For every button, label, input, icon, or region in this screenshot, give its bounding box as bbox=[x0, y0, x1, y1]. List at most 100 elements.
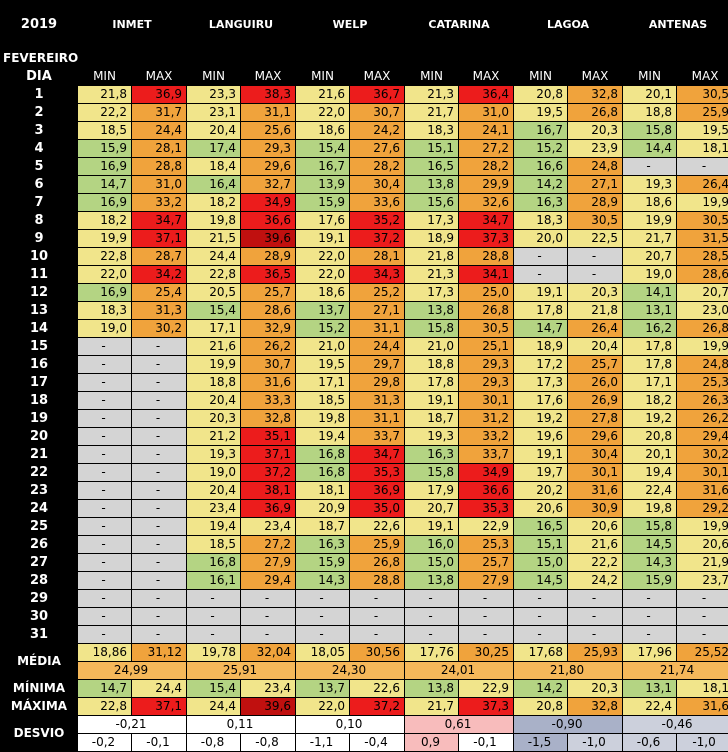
min-temp-cell: 18,9 bbox=[405, 230, 459, 248]
desvio-total-cell: 0,10 bbox=[296, 716, 405, 734]
min-temp-cell: 16,4 bbox=[187, 176, 241, 194]
max-temp-cell: 28,1 bbox=[132, 140, 187, 158]
min-temp-cell: - bbox=[78, 482, 132, 500]
max-temp-cell: 20,7 bbox=[677, 284, 728, 302]
media-cell: 17,68 bbox=[514, 644, 568, 662]
min-temp-cell: 14,3 bbox=[623, 554, 677, 572]
desvio-cell: -0,8 bbox=[241, 734, 296, 752]
max-temp-cell: - bbox=[568, 248, 623, 266]
min-temp-cell: - bbox=[78, 446, 132, 464]
min-temp-cell: 19,2 bbox=[623, 410, 677, 428]
max-temp-cell: 27,2 bbox=[459, 140, 514, 158]
max-temp-cell: 28,8 bbox=[350, 572, 405, 590]
min-temp-cell: 13,8 bbox=[405, 176, 459, 194]
max-temp-cell: 28,8 bbox=[132, 158, 187, 176]
maxima-cell: 37,1 bbox=[132, 698, 187, 716]
min-temp-cell: 21,6 bbox=[296, 86, 350, 104]
min-temp-cell: - bbox=[187, 608, 241, 626]
max-temp-cell: 29,3 bbox=[241, 140, 296, 158]
min-temp-cell: 18,5 bbox=[78, 122, 132, 140]
col-max-label: MAX bbox=[350, 68, 405, 86]
min-temp-cell: 18,2 bbox=[78, 212, 132, 230]
max-temp-cell: 35,2 bbox=[350, 212, 405, 230]
desvio-cell: -1,0 bbox=[568, 734, 623, 752]
min-temp-cell: - bbox=[514, 266, 568, 284]
max-temp-cell: 34,7 bbox=[459, 212, 514, 230]
desvio-total-cell: 0,11 bbox=[187, 716, 296, 734]
max-temp-cell: 37,1 bbox=[132, 230, 187, 248]
day-number: 23 bbox=[1, 482, 78, 500]
max-temp-cell: 26,9 bbox=[568, 392, 623, 410]
day-number: 26 bbox=[1, 536, 78, 554]
max-temp-cell: 34,9 bbox=[241, 194, 296, 212]
max-temp-cell: - bbox=[350, 608, 405, 626]
min-temp-cell: - bbox=[78, 410, 132, 428]
max-temp-cell: 31,3 bbox=[132, 302, 187, 320]
maxima-cell: 39,6 bbox=[241, 698, 296, 716]
day-number: 18 bbox=[1, 392, 78, 410]
max-temp-cell: - bbox=[350, 626, 405, 644]
min-temp-cell: 17,8 bbox=[623, 338, 677, 356]
max-temp-cell: 32,7 bbox=[241, 176, 296, 194]
min-temp-cell: 19,4 bbox=[623, 464, 677, 482]
max-temp-cell: 33,7 bbox=[350, 428, 405, 446]
max-temp-cell: 31,1 bbox=[350, 410, 405, 428]
min-temp-cell: 15,9 bbox=[623, 572, 677, 590]
min-temp-cell: 22,0 bbox=[296, 248, 350, 266]
min-temp-cell: - bbox=[78, 338, 132, 356]
min-temp-cell: 20,3 bbox=[187, 410, 241, 428]
minima-cell: 18,1 bbox=[677, 680, 728, 698]
min-temp-cell: 19,1 bbox=[296, 230, 350, 248]
max-temp-cell: - bbox=[132, 554, 187, 572]
max-temp-cell: 36,4 bbox=[459, 86, 514, 104]
min-temp-cell: - bbox=[78, 428, 132, 446]
min-temp-cell: 13,1 bbox=[623, 302, 677, 320]
max-temp-cell: 26,4 bbox=[568, 320, 623, 338]
min-temp-cell: 18,8 bbox=[405, 356, 459, 374]
desvio-cell: -0,1 bbox=[132, 734, 187, 752]
max-temp-cell: 22,2 bbox=[568, 554, 623, 572]
min-temp-cell: 18,5 bbox=[296, 392, 350, 410]
max-temp-cell: 31,0 bbox=[132, 176, 187, 194]
day-number: 4 bbox=[1, 140, 78, 158]
min-temp-cell: 19,0 bbox=[623, 266, 677, 284]
media-cell: 25,52 bbox=[677, 644, 728, 662]
min-temp-cell: 16,8 bbox=[296, 446, 350, 464]
max-temp-cell: 35,3 bbox=[459, 500, 514, 518]
max-temp-cell: 22,6 bbox=[350, 518, 405, 536]
max-temp-cell: 31,3 bbox=[350, 392, 405, 410]
max-temp-cell: 30,5 bbox=[677, 86, 728, 104]
media-cell: 18,05 bbox=[296, 644, 350, 662]
media-cell: 17,76 bbox=[405, 644, 459, 662]
day-number: 31 bbox=[1, 626, 78, 644]
min-temp-cell: 19,1 bbox=[514, 446, 568, 464]
max-temp-cell: - bbox=[568, 590, 623, 608]
min-temp-cell: 22,4 bbox=[623, 482, 677, 500]
min-temp-cell: 19,0 bbox=[78, 320, 132, 338]
min-temp-cell: 23,3 bbox=[187, 86, 241, 104]
max-temp-cell: - bbox=[350, 590, 405, 608]
min-temp-cell: 15,6 bbox=[405, 194, 459, 212]
min-temp-cell: 19,1 bbox=[405, 518, 459, 536]
min-temp-cell: 20,8 bbox=[514, 86, 568, 104]
max-temp-cell: 34,1 bbox=[459, 266, 514, 284]
col-max-label: MAX bbox=[241, 68, 296, 86]
max-temp-cell: - bbox=[132, 338, 187, 356]
desvio-cell: -0,2 bbox=[78, 734, 132, 752]
col-min-label: MIN bbox=[78, 68, 132, 86]
min-temp-cell: 19,5 bbox=[514, 104, 568, 122]
minima-cell: 13,1 bbox=[623, 680, 677, 698]
min-temp-cell: 17,8 bbox=[405, 374, 459, 392]
min-temp-cell: - bbox=[78, 572, 132, 590]
max-temp-cell: 29,2 bbox=[677, 500, 728, 518]
min-temp-cell: 18,7 bbox=[296, 518, 350, 536]
maxima-cell: 20,8 bbox=[514, 698, 568, 716]
media-total-cell: 21,80 bbox=[514, 662, 623, 680]
